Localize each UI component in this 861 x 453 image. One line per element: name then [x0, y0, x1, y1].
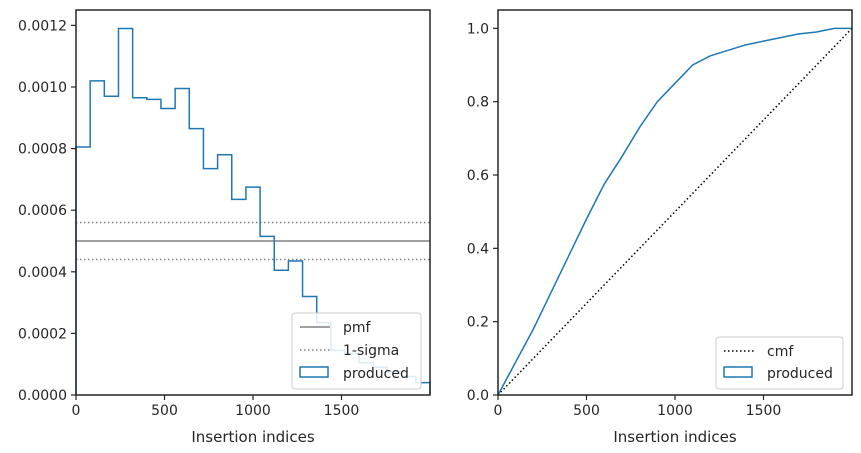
left-y-tick-label: 0.0000 — [18, 388, 67, 404]
right-plot-marks — [497, 27, 853, 396]
right-y-tick-label: 0.6 — [467, 168, 489, 184]
left-x-axis-label: Insertion indices — [191, 428, 314, 446]
left-y-tick-label: 0.0004 — [18, 265, 67, 281]
left-x-tick-label: 0 — [72, 403, 81, 419]
right-x-tick-label: 500 — [573, 403, 600, 419]
right-ticks: 0 500 1000 1500 0.0 0.2 0.4 0.6 0.8 1.0 — [467, 21, 782, 419]
produced-cdf-line — [497, 27, 852, 396]
left-legend: pmf 1-sigma produced — [291, 312, 422, 390]
right-y-tick-label: 0.2 — [467, 315, 489, 331]
right-y-tick-label: 1.0 — [467, 21, 489, 37]
left-y-tick-label: 0.0008 — [18, 142, 67, 158]
right-x-tick-label: 1000 — [657, 403, 693, 419]
left-y-tick-label: 0.0012 — [18, 18, 67, 34]
legend-produced-swatch — [299, 366, 329, 378]
left-x-tick-label: 1000 — [235, 403, 271, 419]
right-y-tick-label: 0.0 — [467, 388, 489, 404]
left-y-tick-label: 0.0002 — [18, 326, 67, 342]
legend-cmf-label: cmf — [767, 344, 794, 360]
right-chart: 0 500 1000 1500 0.0 0.2 0.4 0.6 0.8 1.0 Insertion… — [467, 9, 853, 446]
right-x-axis-label: Insertion indices — [613, 428, 736, 446]
right-x-tick-label: 0 — [494, 403, 503, 419]
legend-produced-cdf-label: produced — [767, 366, 833, 382]
left-chart: 0 500 1000 1500 0.0000 0.0002 0.0004 0.0006 0.00… — [18, 9, 431, 446]
right-legend-box — [715, 336, 844, 390]
left-x-tick-label: 500 — [151, 403, 178, 419]
legend-pmf-label: pmf — [343, 320, 372, 336]
cmf-cdf-line — [497, 27, 853, 396]
left-ticks: 0 500 1000 1500 0.0000 0.0002 0.0004 0.0006 0.00… — [18, 18, 359, 419]
left-y-tick-label: 0.0006 — [18, 203, 67, 219]
left-legend-box — [291, 312, 422, 390]
right-y-tick-label: 0.8 — [467, 95, 489, 111]
left-y-tick-label: 0.0010 — [18, 80, 67, 96]
right-legend: cmf produced — [715, 336, 844, 390]
legend-produced-label: produced — [343, 366, 409, 382]
legend-1-sigma-label: 1-sigma — [343, 343, 399, 359]
right-y-tick-label: 0.4 — [467, 241, 489, 257]
right-x-tick-label: 1500 — [746, 403, 782, 419]
legend-produced-cdf-swatch — [723, 366, 753, 378]
left-x-tick-label: 1500 — [324, 403, 360, 419]
